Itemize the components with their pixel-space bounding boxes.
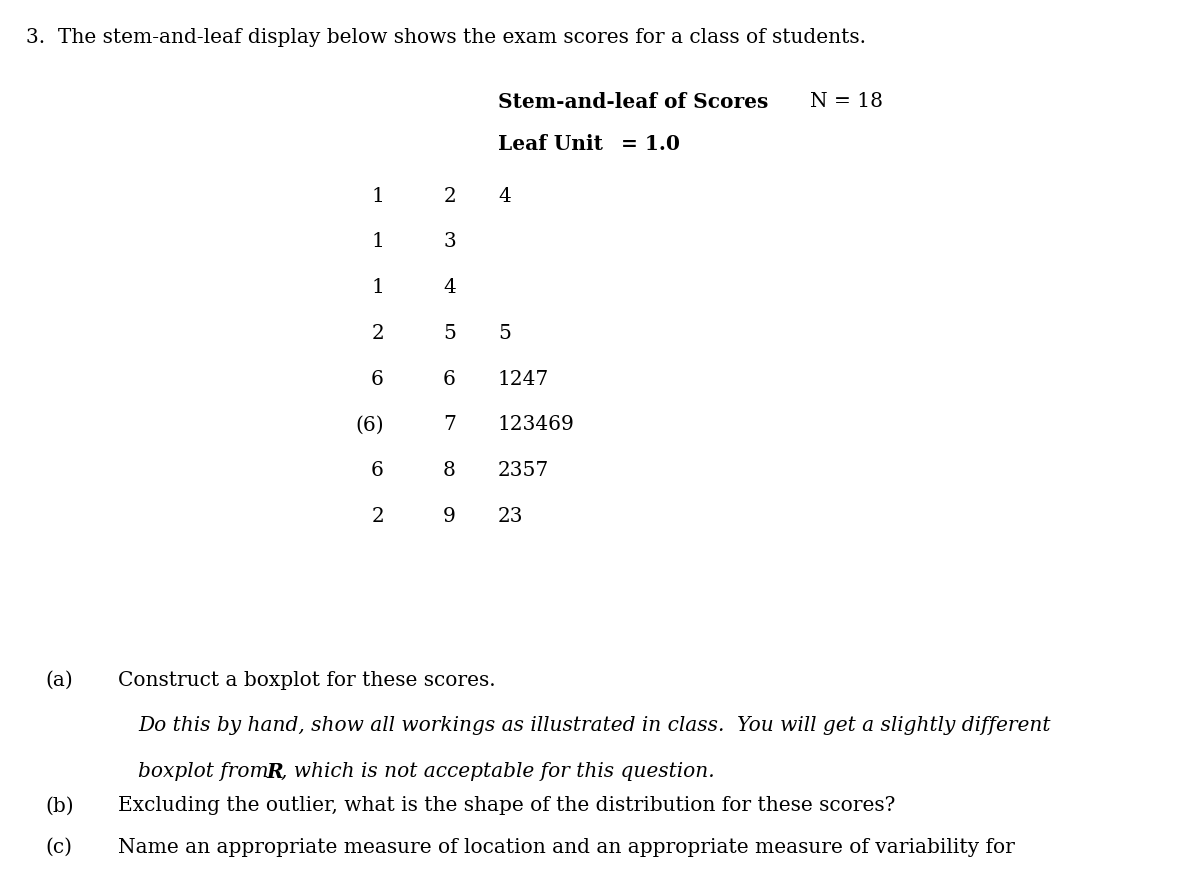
Text: 1: 1 — [371, 187, 384, 206]
Text: Construct a boxplot for these scores.: Construct a boxplot for these scores. — [118, 671, 496, 690]
Text: 2: 2 — [371, 507, 384, 526]
Text: 3: 3 — [443, 232, 456, 252]
Text: Stem-and-leaf of Scores: Stem-and-leaf of Scores — [498, 92, 768, 113]
Text: Name an appropriate measure of location and an appropriate measure of variabilit: Name an appropriate measure of location … — [118, 838, 1014, 857]
Text: 5: 5 — [498, 324, 511, 343]
Text: 3.  The stem-and-leaf display below shows the exam scores for a class of student: 3. The stem-and-leaf display below shows… — [26, 28, 866, 48]
Text: (c): (c) — [46, 838, 72, 857]
Text: Do this by hand, show all workings as illustrated in class.  You will get a slig: Do this by hand, show all workings as il… — [138, 716, 1050, 736]
Text: N = 18: N = 18 — [810, 92, 883, 112]
Text: Excluding the outlier, what is the shape of the distribution for these scores?: Excluding the outlier, what is the shape… — [118, 796, 895, 816]
Text: 2: 2 — [443, 187, 456, 206]
Text: R: R — [266, 762, 283, 782]
Text: 5: 5 — [443, 324, 456, 343]
Text: (b): (b) — [46, 796, 74, 816]
Text: 8: 8 — [443, 461, 456, 480]
Text: 4: 4 — [443, 278, 456, 297]
Text: 6: 6 — [371, 370, 384, 389]
Text: (a): (a) — [46, 671, 73, 690]
Text: 1247: 1247 — [498, 370, 550, 389]
Text: 4: 4 — [498, 187, 511, 206]
Text: = 1.0: = 1.0 — [614, 134, 680, 154]
Text: 23: 23 — [498, 507, 523, 526]
Text: boxplot from: boxplot from — [138, 762, 275, 781]
Text: 6: 6 — [371, 461, 384, 480]
Text: Leaf Unit: Leaf Unit — [498, 134, 602, 154]
Text: 9: 9 — [443, 507, 456, 526]
Text: 1: 1 — [371, 278, 384, 297]
Text: 7: 7 — [443, 415, 456, 435]
Text: , which is not acceptable for this question.: , which is not acceptable for this quest… — [281, 762, 714, 781]
Text: 2: 2 — [371, 324, 384, 343]
Text: 6: 6 — [443, 370, 456, 389]
Text: 1: 1 — [371, 232, 384, 252]
Text: (6): (6) — [355, 415, 384, 435]
Text: 123469: 123469 — [498, 415, 575, 435]
Text: 2357: 2357 — [498, 461, 550, 480]
